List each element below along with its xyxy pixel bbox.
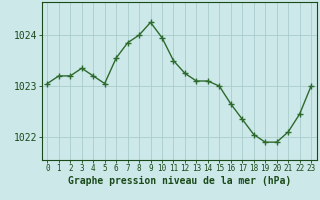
X-axis label: Graphe pression niveau de la mer (hPa): Graphe pression niveau de la mer (hPa) xyxy=(68,176,291,186)
